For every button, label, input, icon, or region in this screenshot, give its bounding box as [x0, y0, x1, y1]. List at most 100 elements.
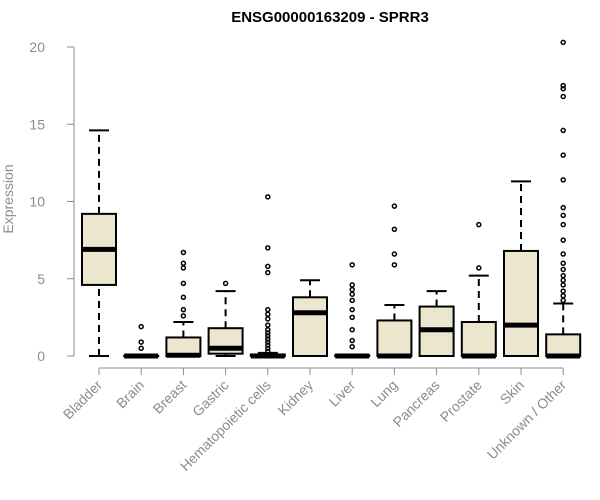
outlier-point: [560, 297, 566, 304]
y-tick-label: 10: [29, 194, 45, 210]
box-prostate: [460, 221, 497, 359]
outlier-point: [391, 226, 398, 233]
outlier-point: [560, 237, 566, 243]
outlier-point: [560, 260, 566, 267]
box-iqr: [376, 319, 413, 357]
outlier-point: [560, 85, 566, 92]
outlier-point: [560, 266, 566, 273]
y-tick-label: 0: [37, 348, 45, 364]
box-iqr: [460, 321, 497, 358]
outlier-point: [180, 249, 187, 256]
outlier-point: [560, 39, 566, 46]
outlier-point: [222, 280, 229, 287]
outlier-point: [265, 316, 271, 322]
box-iqr: [292, 296, 328, 358]
outlier-point: [349, 306, 355, 313]
box-series: [81, 39, 582, 359]
outlier-point: [391, 251, 398, 257]
y-tick-label: 5: [37, 271, 45, 287]
box-skin: [503, 180, 539, 357]
outlier-point: [265, 342, 271, 348]
outlier-point: [560, 251, 566, 257]
outlier-point: [265, 306, 271, 313]
outlier-point: [560, 204, 566, 211]
box-breast: [165, 249, 202, 358]
outlier-point: [138, 345, 144, 352]
outlier-point: [560, 82, 566, 89]
y-tick-label: 15: [29, 116, 45, 132]
y-axis: 0 5 10 15 20: [29, 39, 75, 364]
outlier-point: [180, 313, 187, 319]
x-tick-label: Liver: [326, 377, 359, 410]
outlier-point: [138, 323, 144, 330]
outlier-point: [265, 333, 271, 339]
box-liver: [334, 262, 371, 359]
outlier-point: [265, 330, 271, 336]
box-pancreas: [418, 290, 455, 357]
outlier-point: [476, 221, 482, 228]
outlier-point: [476, 265, 482, 271]
outlier-point: [265, 269, 271, 276]
outlier-point: [180, 265, 187, 271]
outlier-point: [349, 314, 355, 321]
box-kidney: [292, 279, 328, 358]
x-tick-label: Skin: [497, 377, 528, 408]
outlier-point: [560, 127, 566, 134]
outlier-point: [349, 343, 355, 350]
box-lung: [376, 203, 413, 359]
y-axis-label: Expression: [0, 164, 16, 233]
outlier-point: [560, 288, 566, 294]
x-tick-label: Lung: [367, 377, 400, 410]
outlier-point: [560, 292, 566, 299]
outlier-point: [560, 212, 566, 219]
x-tick-label: Prostate: [437, 377, 485, 425]
outlier-point: [349, 337, 355, 344]
outlier-point: [265, 336, 271, 342]
outlier-point: [180, 280, 187, 287]
box-bladder: [81, 129, 117, 357]
outlier-point: [560, 272, 566, 279]
outlier-point: [349, 262, 355, 268]
outlier-point: [180, 306, 187, 313]
chart-title: ENSG00000163209 - SPRR3: [231, 9, 429, 26]
x-tick-label: Breast: [150, 377, 190, 417]
outlier-point: [349, 326, 355, 333]
box-iqr: [503, 249, 539, 357]
box-brain: [123, 323, 160, 359]
outlier-point: [349, 291, 355, 297]
box-unknown-other: [545, 39, 582, 359]
outlier-point: [180, 260, 187, 267]
x-tick-label: Brain: [113, 377, 147, 411]
box-gastric: [207, 280, 244, 357]
outlier-point: [560, 93, 566, 100]
outlier-point: [265, 245, 271, 251]
outlier-point: [560, 177, 566, 183]
outlier-point: [180, 294, 187, 301]
x-tick-label: Pancreas: [390, 377, 443, 430]
outlier-point: [265, 263, 271, 270]
outlier-point: [349, 286, 355, 293]
x-tick-label: Unknown / Other: [484, 377, 570, 463]
outlier-point: [391, 262, 398, 268]
outlier-point: [560, 221, 566, 228]
outlier-point: [265, 345, 271, 352]
outlier-point: [265, 326, 271, 333]
outlier-point: [265, 339, 271, 345]
outlier-point: [138, 339, 144, 345]
outlier-point: [265, 322, 271, 328]
outlier-point: [560, 277, 566, 284]
box-hematopoietic-cells: [249, 194, 286, 359]
y-tick-label: 20: [29, 39, 45, 55]
outlier-point: [349, 282, 355, 288]
outlier-point: [349, 297, 355, 304]
outlier-point: [265, 194, 271, 200]
box-iqr: [545, 333, 582, 357]
outlier-point: [265, 348, 271, 355]
outlier-point: [560, 282, 566, 288]
x-tick-label: Bladder: [60, 377, 106, 423]
outlier-point: [560, 152, 566, 158]
x-tick-label: Kidney: [275, 377, 317, 419]
